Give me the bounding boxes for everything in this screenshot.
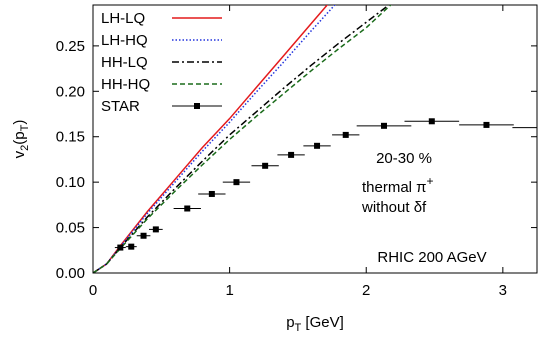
data-point <box>428 118 435 125</box>
plot-frame <box>92 4 538 274</box>
axis-label-part: T <box>295 322 302 334</box>
legend-label: HH-HQ <box>101 76 150 93</box>
data-point <box>140 232 147 239</box>
legend-label: HH-LQ <box>101 54 148 71</box>
data-point <box>152 226 159 233</box>
axis-label-part: ) <box>11 120 28 125</box>
data-point <box>288 151 295 158</box>
x-tick-label: 1 <box>225 282 233 299</box>
axis-label-part: (p <box>11 131 28 144</box>
axis-label: v2(pT) <box>11 120 31 159</box>
axis-label-part: p <box>286 314 294 331</box>
data-point <box>262 162 269 169</box>
data-point <box>233 179 240 186</box>
axis-label-part: v <box>11 150 28 158</box>
x-tick-label: 3 <box>499 282 507 299</box>
legend-label: LH-LQ <box>101 10 145 27</box>
annotation: 20-30 % <box>376 150 432 167</box>
data-point <box>483 121 490 128</box>
legend-swatch <box>194 103 200 109</box>
y-tick-label: 0.05 <box>56 220 85 237</box>
y-tick-label: 0.15 <box>56 129 85 146</box>
annotation: without δf <box>361 199 427 216</box>
annotation: RHIC 200 AGeV <box>377 249 486 266</box>
x-tick-label: 0 <box>89 282 97 299</box>
data-point <box>380 122 387 129</box>
data-point <box>128 243 135 250</box>
data-point <box>208 190 215 197</box>
axis-label-part: 2 <box>19 145 31 151</box>
y-tick-label: 0.00 <box>56 265 85 282</box>
annotation-sup: + <box>427 174 434 188</box>
data-point <box>342 131 349 138</box>
axis-label-part: [GeV] <box>301 314 344 331</box>
y-tick-label: 0.20 <box>56 83 85 100</box>
data-point <box>536 124 537 131</box>
data-point <box>184 205 191 212</box>
x-tick-label: 2 <box>362 282 370 299</box>
axis-label-part: T <box>19 124 31 131</box>
y-tick-label: 0.10 <box>56 174 85 191</box>
axis-label: pT [GeV] <box>286 314 344 334</box>
plot-area <box>93 5 537 273</box>
legend-label: LH-HQ <box>101 32 148 49</box>
data-point <box>117 244 124 251</box>
data-point <box>314 142 321 149</box>
legend-label: STAR <box>101 98 140 115</box>
y-tick-label: 0.25 <box>56 38 85 55</box>
annotation: thermal π+ <box>362 174 434 196</box>
